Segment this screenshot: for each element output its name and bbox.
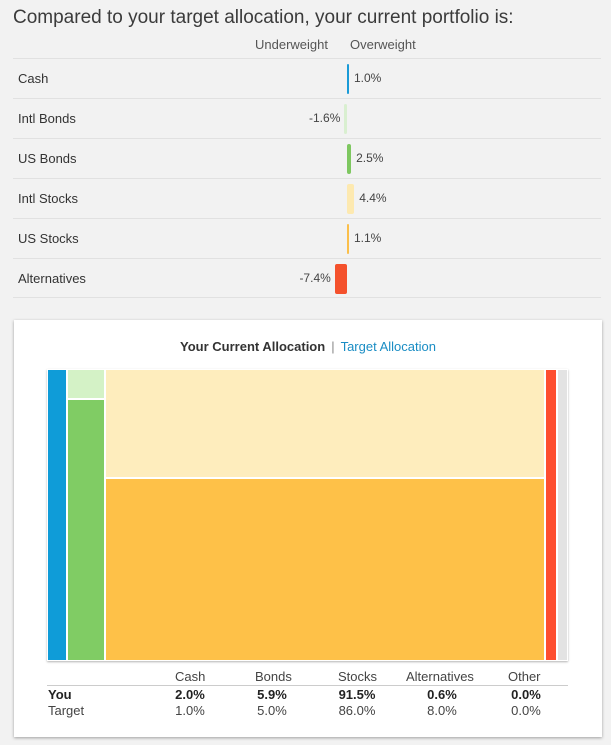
target-alternatives: 8.0%	[427, 703, 457, 718]
deviation-value: -1.6%	[309, 111, 341, 125]
header-stocks: Stocks	[338, 669, 378, 684]
intl-stocks-block	[105, 369, 545, 478]
deviation-bar	[334, 264, 347, 294]
deviation-row-intl-stocks: Intl Stocks 4.4%	[13, 178, 601, 218]
current-allocation-tab[interactable]: Your Current Allocation	[180, 339, 326, 354]
target-bonds: 5.0%	[257, 703, 287, 718]
deviation-row-intl-bonds: Intl Bonds -1.6%	[13, 98, 601, 138]
header-other: Other	[508, 669, 541, 684]
intl-bonds-block	[67, 369, 105, 399]
deviation-row-alternatives: Alternatives -7.4%	[13, 258, 601, 298]
deviation-value: 1.0%	[354, 71, 382, 85]
target-stocks: 86.0%	[338, 703, 376, 718]
table-row: You 2.0% 5.9% 91.5% 0.6% 0.0%	[47, 686, 568, 702]
you-stocks: 91.5%	[338, 687, 376, 702]
header-bonds: Bonds	[255, 669, 292, 684]
underweight-header: Underweight	[255, 37, 328, 52]
us-stocks-block	[105, 478, 545, 661]
page-heading: Compared to your target allocation, your…	[13, 7, 514, 28]
row-label-target: Target	[48, 703, 85, 718]
toggle-separator: |	[331, 339, 335, 354]
table-header: Cash Bonds Stocks Alternatives Other	[47, 669, 568, 686]
deviation-value: 1.1%	[354, 231, 382, 245]
deviation-bar	[347, 144, 352, 174]
overweight-header: Overweight	[350, 37, 416, 52]
deviation-row-us-bonds: US Bonds 2.5%	[13, 138, 601, 178]
deviation-bar	[344, 104, 347, 134]
you-alternatives: 0.6%	[427, 687, 457, 702]
target-cash: 1.0%	[175, 703, 205, 718]
row-label: Intl Stocks	[18, 191, 78, 206]
deviation-bar	[347, 184, 355, 214]
deviation-table: Cash 1.0% Intl Bonds -1.6% US Bonds 2.5%…	[13, 58, 601, 298]
deviation-value: 4.4%	[359, 191, 387, 205]
allocation-card: Your Current Allocation | Target Allocatio…	[14, 320, 602, 737]
you-bonds: 5.9%	[257, 687, 287, 702]
allocation-mosaic	[47, 369, 568, 661]
us-bonds-block	[67, 399, 105, 661]
target-allocation-link[interactable]: Target Allocation	[340, 339, 436, 354]
you-other: 0.0%	[511, 687, 541, 702]
table-row: Target 1.0% 5.0% 86.0% 8.0% 0.0%	[47, 702, 568, 718]
row-label: US Bonds	[18, 151, 77, 166]
allocation-toggle: Your Current Allocation | Target Allocatio…	[14, 339, 602, 354]
header-alternatives: Alternatives	[406, 669, 474, 684]
other-block	[557, 369, 568, 661]
cash-block	[47, 369, 67, 661]
allocation-table: Cash Bonds Stocks Alternatives Other You…	[47, 669, 568, 718]
deviation-value: -7.4%	[299, 271, 331, 285]
row-label: Alternatives	[18, 271, 86, 286]
deviation-bar	[347, 224, 349, 254]
target-other: 0.0%	[511, 703, 541, 718]
deviation-row-us-stocks: US Stocks 1.1%	[13, 218, 601, 258]
row-label: Intl Bonds	[18, 111, 76, 126]
deviation-row-cash: Cash 1.0%	[13, 58, 601, 98]
you-cash: 2.0%	[175, 687, 205, 702]
alternatives-block	[545, 369, 557, 661]
row-label: US Stocks	[18, 231, 79, 246]
deviation-value: 2.5%	[356, 151, 384, 165]
row-label: Cash	[18, 71, 49, 86]
header-cash: Cash	[175, 669, 206, 684]
row-label-you: You	[48, 687, 72, 702]
deviation-bar	[347, 64, 349, 94]
